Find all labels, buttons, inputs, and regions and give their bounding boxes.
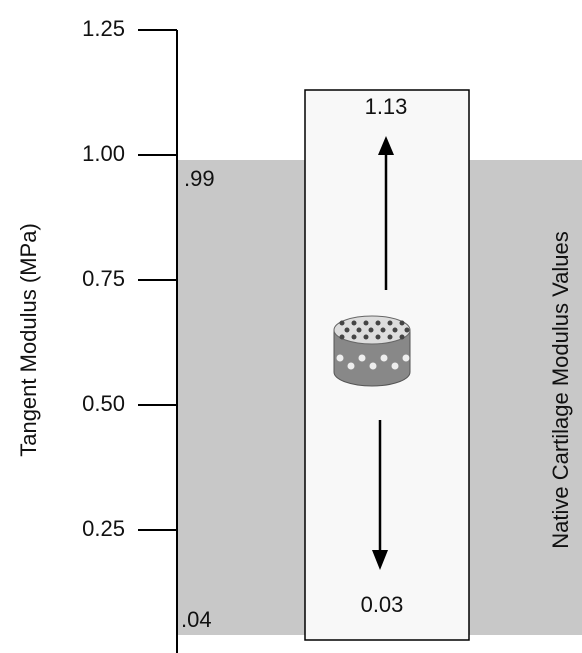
pore [402,354,410,362]
y-axis-label: Tangent Modulus (MPa) [16,223,41,457]
y-tick-label: 0.50 [82,391,125,416]
range-label: 0.03 [361,592,404,617]
pore [399,334,405,340]
pore [391,362,399,370]
y-tick-label: 1.25 [82,16,125,41]
pore [363,334,369,340]
pore [404,327,410,333]
pore [336,354,344,362]
pore [351,320,357,326]
pore [369,362,377,370]
pore [351,334,357,340]
arrowhead [378,136,394,155]
foreground [138,29,411,653]
pore [363,320,369,326]
range-label: 1.13 [365,94,408,119]
pore [339,320,345,326]
scaffold-side [333,329,411,387]
range-label: .04 [181,607,212,632]
arrowhead [372,550,388,570]
pore [387,334,393,340]
pore [344,327,350,333]
pore [358,354,366,362]
pore [392,327,398,333]
pore [356,327,362,333]
range-label: .99 [184,166,215,191]
pore [387,320,393,326]
pore [380,327,386,333]
y-tick-label: 0.75 [82,266,125,291]
pore [368,327,374,333]
pore [339,334,345,340]
y-tick-label: 0.25 [82,516,125,541]
pore [347,362,355,370]
pore [375,334,381,340]
pore [380,354,388,362]
pore [399,320,405,326]
pore [375,320,381,326]
y-tick-label: 1.00 [82,141,125,166]
legend-label: Native Cartilage Modulus Values [548,231,573,549]
